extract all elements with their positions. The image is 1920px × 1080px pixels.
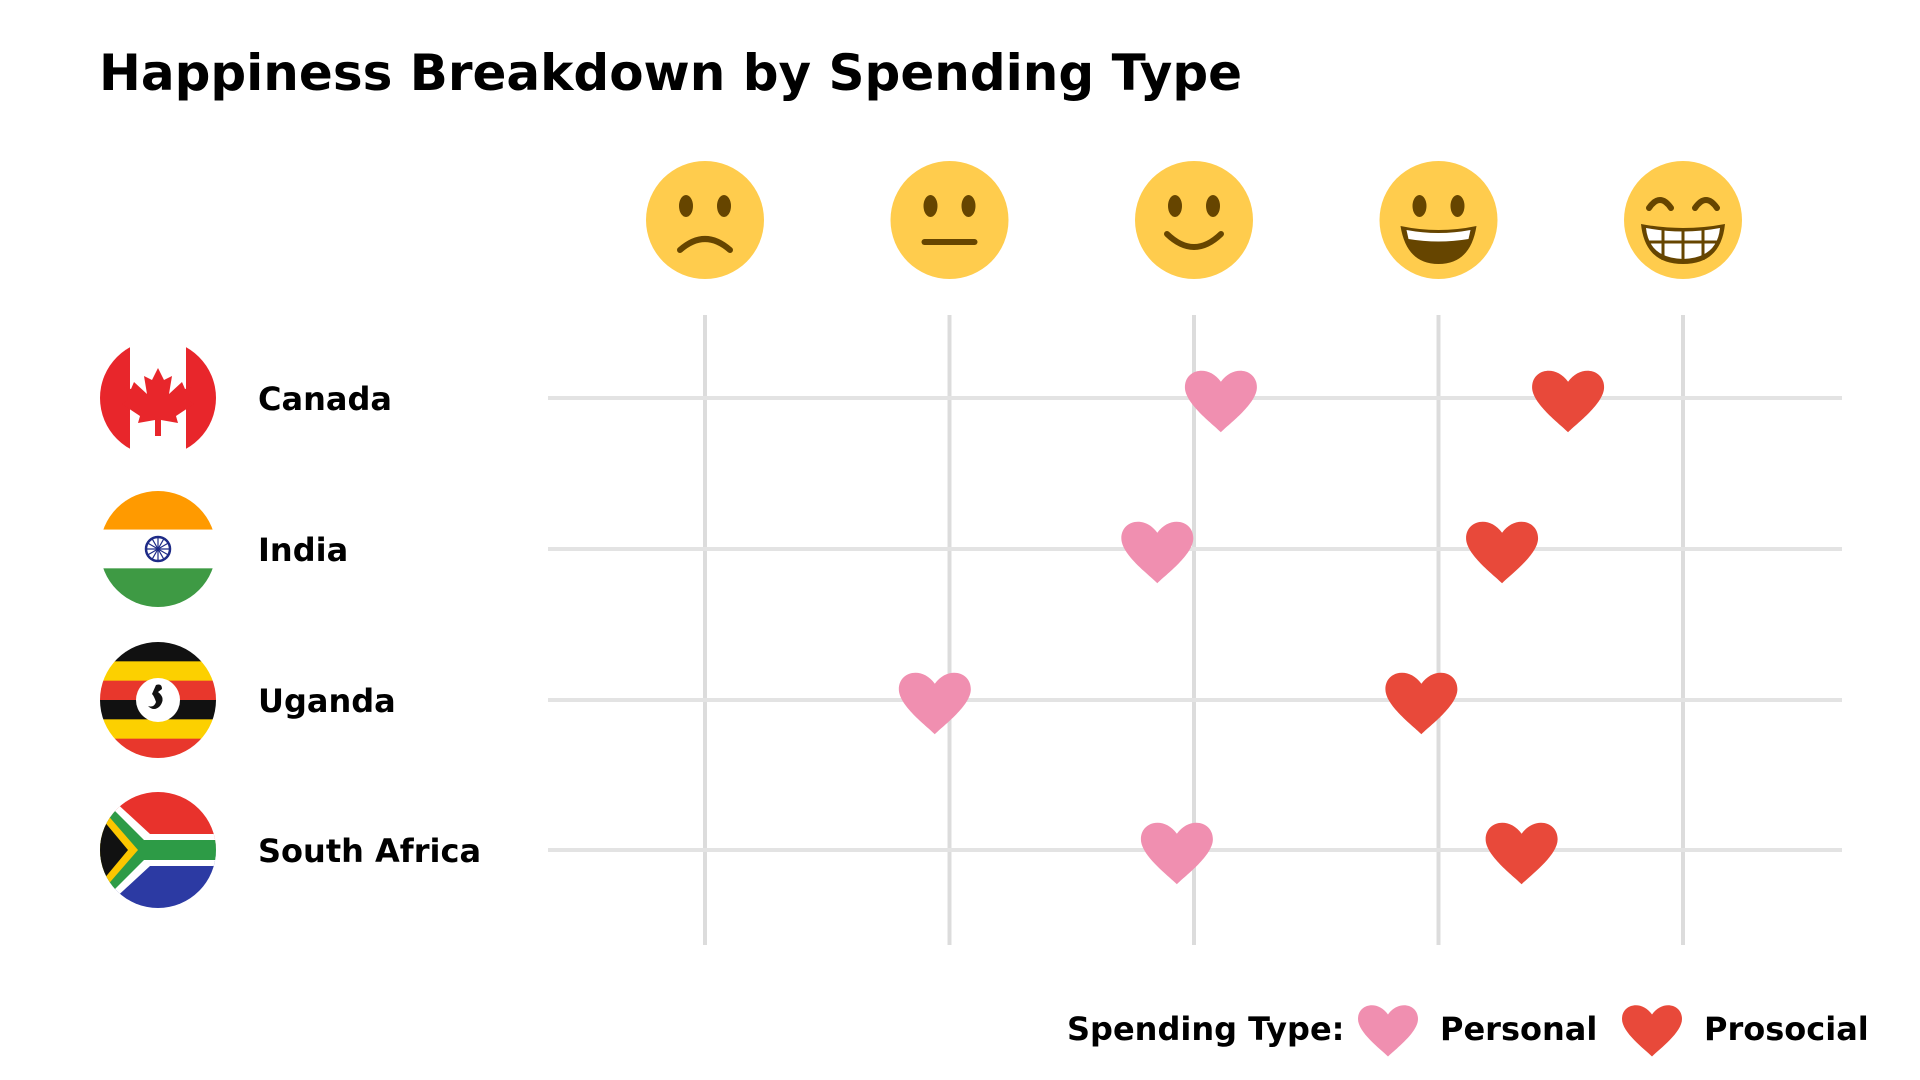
slightly-smiling-face-icon xyxy=(1135,161,1253,279)
frowning-face-icon xyxy=(646,161,764,279)
canada-flag-icon xyxy=(100,340,216,456)
legend-label: Personal xyxy=(1440,1010,1597,1048)
beaming-face-icon xyxy=(1624,161,1742,279)
legend: Spending Type: Personal Prosocial xyxy=(1067,1005,1869,1057)
prosocial-point xyxy=(1485,822,1558,885)
legend-label: Prosocial xyxy=(1704,1010,1869,1048)
row-label: Canada xyxy=(258,380,392,418)
row-label: Uganda xyxy=(258,682,396,720)
prosocial-point xyxy=(1532,370,1605,433)
india-flag-icon xyxy=(100,491,216,607)
south-africa-flag-icon xyxy=(100,792,216,908)
personal-point xyxy=(898,672,971,735)
row-label: South Africa xyxy=(258,832,481,870)
happiness-scale xyxy=(646,161,1742,279)
chart-title: Happiness Breakdown by Spending Type xyxy=(99,44,1243,102)
legend-title: Spending Type: xyxy=(1067,1010,1344,1048)
personal-legend-swatch xyxy=(1358,1005,1418,1057)
prosocial-point xyxy=(1466,521,1539,584)
grinning-face-icon xyxy=(1379,161,1498,279)
prosocial-point xyxy=(1385,672,1458,735)
uganda-flag-icon xyxy=(100,642,216,758)
prosocial-legend-swatch xyxy=(1622,1005,1682,1057)
country-rows: Canada India Uganda South Africa xyxy=(100,340,481,908)
row-label: India xyxy=(258,531,348,569)
neutral-face-icon xyxy=(890,161,1009,279)
personal-point xyxy=(1121,521,1194,584)
personal-point xyxy=(1140,822,1213,885)
personal-point xyxy=(1184,370,1257,433)
data-points xyxy=(898,370,1605,885)
